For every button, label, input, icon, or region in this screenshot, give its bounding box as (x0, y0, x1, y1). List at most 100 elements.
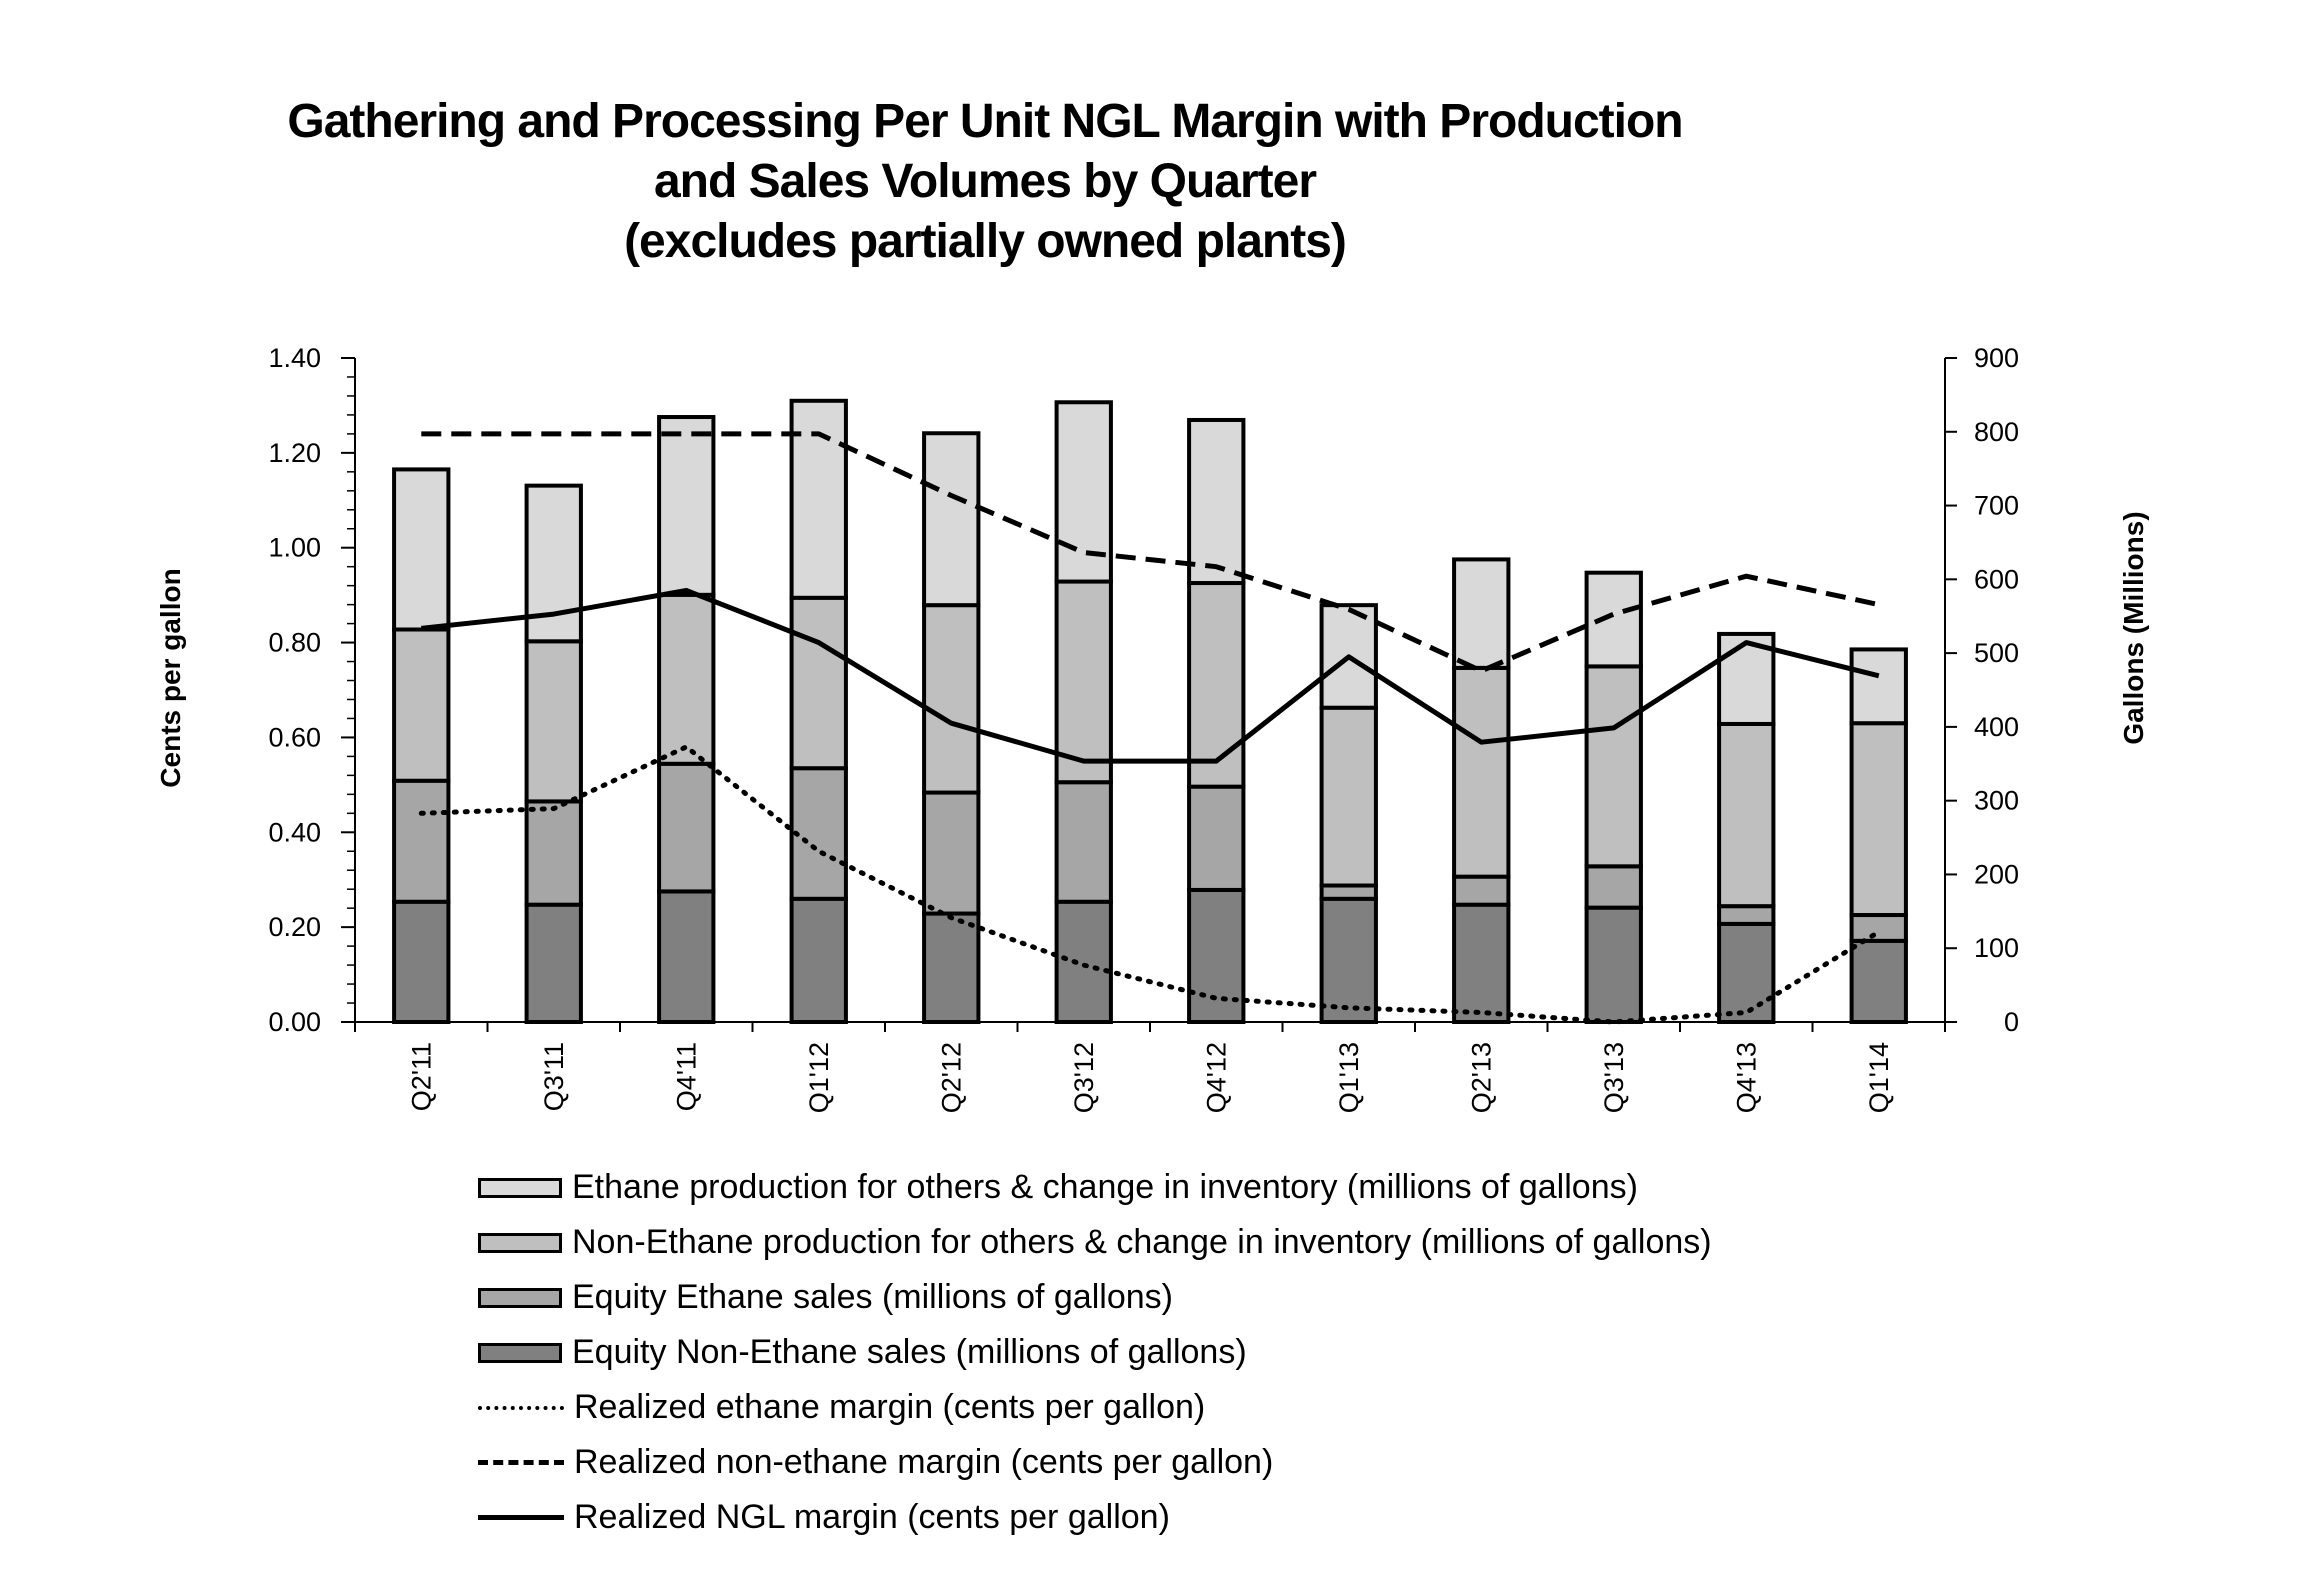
legend-label: Equity Non-Ethane sales (millions of gal… (572, 1333, 1247, 1371)
bar-segment (1584, 905, 1643, 1025)
legend-label: Ethane production for others & change in… (572, 1168, 1638, 1206)
bar-segment (524, 639, 583, 804)
y-axis-right-tick-label: 900 (1974, 343, 2019, 373)
x-axis-tick-label: Q1'12 (804, 1042, 834, 1113)
y-axis-left-tick-label: 1.00 (268, 533, 321, 563)
x-axis-tick-label: Q4'11 (671, 1042, 701, 1111)
bar-segment (1187, 887, 1246, 1025)
title-line-1: Gathering and Processing Per Unit NGL Ma… (287, 95, 1683, 148)
bar-segment (657, 889, 716, 1024)
bar-segment (657, 761, 716, 894)
chart-canvas: 0.00 0.20 0.40 0.60 0.80 1.00 1.20 1.40 0 100 200 3… (155, 343, 2149, 1113)
y-axis-right-tick-label: 200 (1974, 859, 2019, 889)
bar-segment (789, 896, 848, 1025)
bar-segment (922, 603, 981, 795)
y-axis-right-tick-label: 400 (1974, 712, 2019, 742)
line-series-dashed (421, 431, 1880, 674)
chart-title: Gathering and Processing Per Unit NGL Ma… (0, 92, 1970, 272)
bars-layer (392, 398, 1908, 1025)
x-axis-tick-label: Q3'11 (539, 1042, 569, 1111)
line-series-dotted (418, 744, 1882, 1025)
bar-segment (1849, 647, 1908, 726)
y-axis-right-tick-label: 300 (1974, 786, 2019, 816)
bar-segment (789, 766, 848, 901)
bar-segment (657, 592, 716, 766)
x-axis-tick-label: Q2'11 (406, 1042, 436, 1111)
y-axis-left-tick-label: 0.00 (268, 1007, 321, 1037)
y-axis-left-tick-label: 1.40 (268, 343, 321, 373)
bar-segment (922, 431, 981, 608)
legend-item-non-ethane-production: Non-Ethane production for others & chang… (478, 1215, 1712, 1270)
bar-segment (1452, 874, 1511, 907)
bar-segment (1849, 938, 1908, 1024)
legend-item-ethane-margin: Realized ethane margin (cents per gallon… (478, 1380, 1712, 1435)
bar-segment (1054, 780, 1113, 904)
bar-segment (1717, 921, 1776, 1024)
bar-segment (1054, 899, 1113, 1025)
legend-label: Realized NGL margin (cents per gallon) (574, 1498, 1170, 1536)
bar-segment (524, 902, 583, 1025)
bar-segment (392, 778, 451, 904)
bar-segment (1584, 864, 1643, 910)
bar-segment (922, 911, 981, 1025)
y-axis-left-tick-label: 0.80 (268, 628, 321, 658)
bar-segment (789, 398, 848, 600)
bar-segment (1717, 904, 1776, 926)
bar-segment (1584, 664, 1643, 869)
bar-segment (1319, 705, 1378, 888)
bar-segment (1319, 603, 1378, 710)
x-axis-tick-label: Q4'13 (1731, 1042, 1761, 1113)
legend-swatch (478, 1287, 562, 1308)
legend-line-dotted (478, 1405, 564, 1410)
title-line-2: and Sales Volumes by Quarter (653, 155, 1317, 208)
bar-segment (1717, 721, 1776, 909)
bar-segment (1452, 557, 1511, 670)
bar-segment (1849, 721, 1908, 918)
bar-segment (392, 627, 451, 783)
legend-swatch (478, 1232, 562, 1253)
y-axis-right-tick-label: 700 (1974, 491, 2019, 521)
legend-item-equity-ethane: Equity Ethane sales (millions of gallons… (478, 1270, 1712, 1325)
bar-segment (524, 799, 583, 907)
legend-swatch (478, 1342, 562, 1363)
x-axis-tick-label: Q3'13 (1599, 1042, 1629, 1113)
y-axis-left-tick-label: 0.60 (268, 722, 321, 752)
x-axis-tick-label: Q1'13 (1334, 1042, 1364, 1113)
bar-segment (789, 595, 848, 771)
bar-segment (1054, 400, 1113, 584)
y-axis-right-tick-label: 500 (1974, 638, 2019, 668)
y-axis-right-tick-label: 600 (1974, 564, 2019, 594)
bar-segment (1054, 579, 1113, 785)
title-line-3: (excludes partially owned plants) (624, 215, 1347, 268)
axes-layer: 0.00 0.20 0.40 0.60 0.80 1.00 1.20 1.40 0 100 200 3… (268, 343, 2019, 1113)
bar-segment (392, 467, 451, 632)
bar-segment (1584, 570, 1643, 669)
y-axis-right-tick-label: 0 (2004, 1007, 2019, 1037)
y-axis-right-label: Gallons (Millions) (2118, 511, 2149, 744)
x-axis-tick-label: Q4'12 (1201, 1042, 1231, 1113)
bar-segment (1187, 784, 1246, 892)
legend-swatch (478, 1177, 562, 1198)
legend-item-non-ethane-margin: Realized non-ethane margin (cents per ga… (478, 1435, 1712, 1490)
bar-segment (1452, 665, 1511, 879)
legend-line-solid (478, 1515, 564, 1520)
legend-label: Equity Ethane sales (millions of gallons… (572, 1278, 1173, 1316)
legend: Ethane production for others & change in… (478, 1160, 1712, 1545)
x-axis-tick-label: Q2'12 (936, 1042, 966, 1113)
x-axis-tick-label: Q2'13 (1466, 1042, 1496, 1113)
bar-segment (1452, 902, 1511, 1025)
bar-segment (392, 899, 451, 1025)
y-axis-left-tick-label: 0.40 (268, 817, 321, 847)
bar-segment (657, 415, 716, 597)
y-axis-left-label: Cents per gallon (155, 568, 186, 787)
legend-item-equity-non-ethane: Equity Non-Ethane sales (millions of gal… (478, 1325, 1712, 1380)
legend-label: Realized ethane margin (cents per gallon… (574, 1388, 1206, 1426)
legend-item-ethane-production: Ethane production for others & change in… (478, 1160, 1712, 1215)
lines-layer (418, 431, 1882, 1025)
legend-item-ngl-margin: Realized NGL margin (cents per gallon) (478, 1490, 1712, 1545)
legend-line-dashed (478, 1460, 564, 1465)
x-axis-tick-label: Q3'12 (1069, 1042, 1099, 1113)
bar-segment (1849, 913, 1908, 943)
legend-label: Realized non-ethane margin (cents per ga… (574, 1443, 1274, 1481)
y-axis-left-tick-label: 0.20 (268, 912, 321, 942)
